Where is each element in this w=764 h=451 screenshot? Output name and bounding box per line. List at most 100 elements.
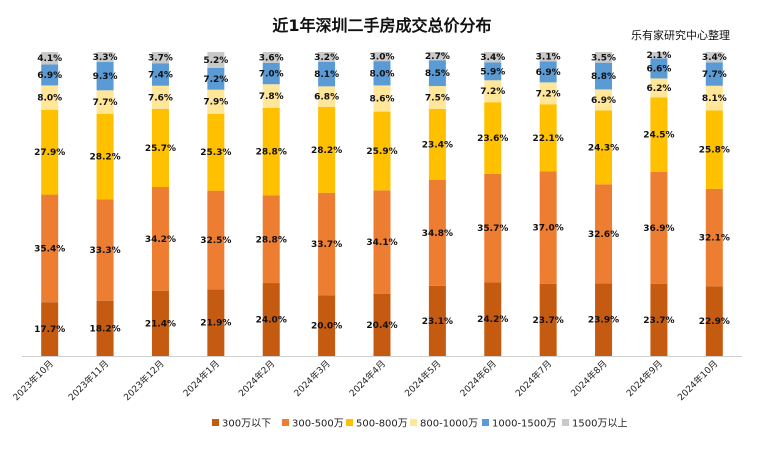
bar-segment	[41, 52, 59, 65]
bar-segment	[262, 52, 280, 63]
data-label: 28.8%	[256, 148, 287, 158]
bar-segment	[595, 52, 613, 63]
data-label: 4.1%	[37, 54, 62, 64]
bar-segment	[318, 86, 336, 108]
x-tick-label: 2024年2月	[236, 358, 277, 399]
chart-title: 近1年深圳二手房成交总价分布	[272, 16, 492, 35]
bar-segment	[650, 97, 668, 172]
data-label: 35.7%	[477, 224, 508, 234]
bar-segment	[650, 52, 668, 59]
bar-segment	[373, 293, 391, 356]
bar-segment	[151, 108, 169, 187]
bar-segment	[705, 85, 723, 111]
x-tick-label: 2023年12月	[121, 358, 167, 404]
bar-segment	[595, 184, 613, 284]
data-label: 7.7%	[702, 70, 727, 80]
x-tick-label: 2024年10月	[675, 358, 721, 404]
data-label: 7.8%	[259, 92, 284, 102]
data-label: 34.1%	[366, 238, 397, 248]
bar-segment	[96, 199, 114, 301]
legend-label: 800-1000万	[420, 419, 478, 430]
bar-segment	[262, 62, 280, 85]
x-tick-label: 2024年6月	[457, 358, 498, 399]
bar-segment	[650, 58, 668, 79]
data-label: 7.2%	[203, 75, 228, 85]
data-label: 27.9%	[34, 148, 65, 158]
bar-segment	[373, 85, 391, 112]
data-label: 23.7%	[643, 316, 674, 326]
bar-segment	[539, 283, 557, 356]
data-label: 32.1%	[699, 234, 730, 244]
data-label: 6.9%	[37, 71, 62, 81]
data-label: 3.3%	[93, 53, 118, 63]
data-label: 2.7%	[425, 52, 450, 62]
data-label: 3.7%	[148, 54, 173, 64]
data-label: 7.5%	[425, 93, 450, 103]
legend-swatch	[346, 419, 353, 426]
data-label: 5.2%	[203, 56, 228, 66]
bar-segment	[373, 190, 391, 294]
data-label: 22.9%	[699, 317, 730, 327]
bar-segment	[595, 62, 613, 90]
bar-segment	[428, 60, 446, 87]
data-label: 28.2%	[311, 146, 342, 156]
legend-label: 500-800万	[356, 419, 408, 430]
data-label: 3.1%	[536, 53, 561, 63]
data-label: 6.2%	[646, 84, 671, 94]
bar-segment	[41, 85, 59, 110]
bar-segment	[318, 52, 336, 62]
data-label: 3.0%	[370, 53, 395, 63]
bar-segment	[207, 289, 225, 356]
legend-swatch	[482, 419, 489, 426]
data-label: 6.9%	[591, 96, 616, 106]
data-label: 25.7%	[145, 144, 176, 154]
x-tick-label: 2024年9月	[624, 358, 665, 399]
bar-segment	[96, 52, 114, 63]
data-label: 34.8%	[422, 229, 453, 239]
bar-segment	[262, 195, 280, 284]
data-label: 23.7%	[533, 316, 564, 326]
bar-segment	[428, 179, 446, 286]
data-label: 28.2%	[89, 153, 120, 163]
bar-segment	[207, 52, 225, 68]
bar-segment	[96, 300, 114, 356]
bar-segment	[41, 194, 59, 303]
bar-segment	[484, 52, 502, 63]
bar-segment	[428, 108, 446, 180]
data-label: 8.6%	[370, 95, 395, 105]
bar-segment	[539, 82, 557, 105]
bar-segment	[539, 61, 557, 83]
data-label: 17.7%	[34, 325, 65, 335]
bar-segment	[428, 285, 446, 356]
bar-segment	[595, 110, 613, 185]
bar-segment	[484, 102, 502, 174]
data-label: 23.6%	[477, 134, 508, 144]
data-label: 3.6%	[259, 53, 284, 63]
bar-segment	[484, 173, 502, 283]
bar-segment	[262, 107, 280, 196]
legend-swatch	[282, 419, 289, 426]
x-tick-label: 2024年8月	[568, 358, 609, 399]
bar-segment	[539, 104, 557, 172]
bar-segment	[41, 302, 59, 356]
x-tick-label: 2024年1月	[181, 358, 222, 399]
data-label: 24.5%	[643, 131, 674, 141]
bar-segment	[650, 78, 668, 98]
bar-segment	[484, 282, 502, 356]
legend-label: 300-500万	[292, 419, 344, 430]
data-label: 8.0%	[37, 94, 62, 104]
data-label: 25.8%	[699, 146, 730, 156]
data-label: 23.1%	[422, 317, 453, 327]
data-label: 8.8%	[591, 72, 616, 82]
data-label: 21.4%	[145, 319, 176, 329]
bar-segment	[373, 52, 391, 62]
data-label: 34.2%	[145, 235, 176, 245]
x-tick-label: 2023年11月	[66, 358, 112, 404]
data-label: 7.2%	[480, 87, 505, 97]
data-label: 25.3%	[200, 148, 231, 158]
data-label: 3.4%	[702, 53, 727, 63]
data-label: 8.0%	[370, 69, 395, 79]
data-label: 3.5%	[591, 53, 616, 63]
data-label: 6.6%	[646, 64, 671, 74]
bar-segment	[41, 64, 59, 86]
